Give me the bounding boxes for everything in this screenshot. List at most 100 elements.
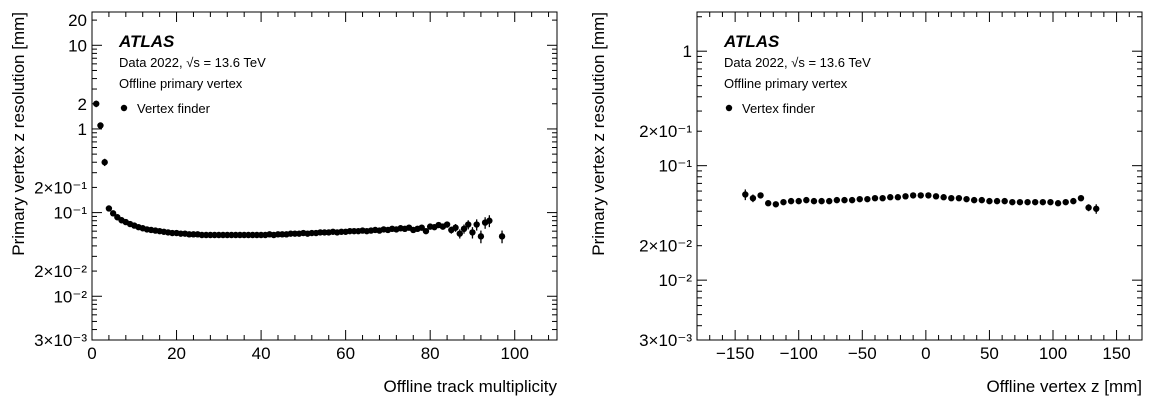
- data-point: [826, 197, 833, 205]
- data-point: [469, 227, 476, 239]
- data-marker: [818, 197, 825, 205]
- data-marker: [986, 197, 993, 205]
- data-marker: [948, 194, 955, 202]
- x-tick-label: 0: [87, 344, 96, 363]
- legend-label: Vertex finder: [742, 101, 816, 116]
- data-marker: [452, 224, 459, 231]
- data-point: [1047, 198, 1054, 206]
- data-point: [1016, 198, 1024, 206]
- atlas-label: ATLAS: [723, 32, 780, 51]
- data-marker: [810, 197, 818, 205]
- y-tick-label: 1: [78, 120, 87, 139]
- data-marker: [925, 192, 932, 199]
- x-tick-label: −150: [716, 344, 754, 363]
- data-point: [810, 197, 818, 205]
- data-point: [841, 196, 848, 204]
- data-marker: [993, 197, 1001, 205]
- data-point: [963, 195, 970, 203]
- y-tick-label: 2×10⁻¹: [34, 178, 87, 197]
- data-marker: [978, 196, 985, 204]
- data-point: [978, 196, 985, 204]
- x-axis-title: Offline track multiplicity: [383, 377, 557, 396]
- x-tick-label: 150: [1102, 344, 1130, 363]
- data-point: [986, 197, 993, 205]
- data-marker: [917, 192, 924, 199]
- x-tick-label: −100: [780, 344, 818, 363]
- y-tick-label: 1: [683, 42, 692, 61]
- data-marker: [93, 100, 100, 107]
- data-marker: [787, 197, 795, 205]
- data-point: [1093, 204, 1100, 214]
- data-marker: [932, 193, 940, 200]
- data-marker: [1039, 198, 1047, 206]
- selection-label: Offline primary vertex: [119, 76, 243, 91]
- y-tick-label: 10⁻²: [658, 271, 692, 290]
- data-point: [1024, 198, 1031, 206]
- data-marker: [460, 225, 468, 233]
- data-marker: [105, 205, 113, 212]
- x-axis-title: Offline vertex z [mm]: [986, 377, 1142, 396]
- data-point: [848, 196, 856, 204]
- data-marker: [465, 221, 472, 228]
- x-tick-label: 60: [336, 344, 355, 363]
- data-marker: [864, 195, 871, 203]
- data-point: [1001, 197, 1008, 205]
- legend-label: Vertex finder: [137, 101, 211, 116]
- data-point: [456, 229, 463, 239]
- y-axis-title: Primary vertex z resolution [mm]: [9, 12, 28, 256]
- data-marker: [477, 233, 485, 240]
- data-point: [955, 194, 963, 202]
- y-tick-label: 10⁻¹: [53, 204, 87, 223]
- data-point: [105, 205, 113, 212]
- data-point: [864, 195, 871, 203]
- data-point: [917, 192, 924, 199]
- data-marker: [856, 195, 863, 203]
- data-marker: [772, 201, 780, 208]
- plot-frame: [696, 11, 1143, 341]
- data-point: [780, 198, 787, 206]
- data-point: [109, 210, 117, 217]
- data-marker: [1077, 194, 1085, 202]
- data-point: [1070, 197, 1077, 205]
- y-tick-label: 2: [78, 95, 87, 114]
- data-marker: [879, 194, 886, 202]
- data-marker: [456, 230, 463, 237]
- data-marker: [909, 192, 917, 199]
- data-marker: [1070, 197, 1077, 205]
- data-point: [1054, 200, 1062, 207]
- data-point: [498, 230, 506, 244]
- data-point: [887, 194, 894, 201]
- data-point: [948, 194, 955, 202]
- x-tick-label: 20: [167, 344, 186, 363]
- y-tick-label: 10⁻¹: [658, 157, 692, 176]
- data-marker: [765, 200, 772, 207]
- x-tick-label: 80: [421, 344, 440, 363]
- data-point: [1085, 204, 1092, 212]
- data-point: [1077, 194, 1085, 202]
- legend-marker: [725, 104, 733, 112]
- energy-label: Data 2022, √s = 13.6 TeV: [724, 55, 871, 70]
- data-marker: [780, 198, 787, 206]
- x-tick-label: 100: [1039, 344, 1067, 363]
- data-marker: [887, 194, 894, 201]
- x-tick-label: 100: [501, 344, 529, 363]
- data-point: [1032, 198, 1039, 206]
- data-point: [932, 193, 940, 200]
- data-marker: [1032, 198, 1039, 206]
- chart-left: 0 20 40 60 80 100 3×10⁻³ 10⁻² 2×10⁻² 10⁻¹ 2×10⁻¹ 1 2…: [9, 11, 558, 396]
- data-marker: [803, 196, 810, 204]
- chart-right: −150 −100 −50 0 50 100 150 3×10⁻³ 10⁻² 2×10⁻² 10⁻¹…: [589, 11, 1143, 396]
- data-point: [803, 196, 810, 204]
- y-tick-label: 20: [68, 11, 87, 30]
- data-point: [465, 220, 472, 230]
- y-tick-label: 10⁻²: [53, 287, 87, 306]
- y-tick-label: 3×10⁻³: [34, 331, 87, 350]
- data-point: [833, 196, 841, 204]
- data-marker: [826, 197, 833, 205]
- data-point: [970, 196, 978, 204]
- data-point: [902, 193, 909, 200]
- selection-label: Offline primary vertex: [724, 76, 848, 91]
- data-marker: [871, 194, 879, 202]
- data-point: [486, 215, 493, 228]
